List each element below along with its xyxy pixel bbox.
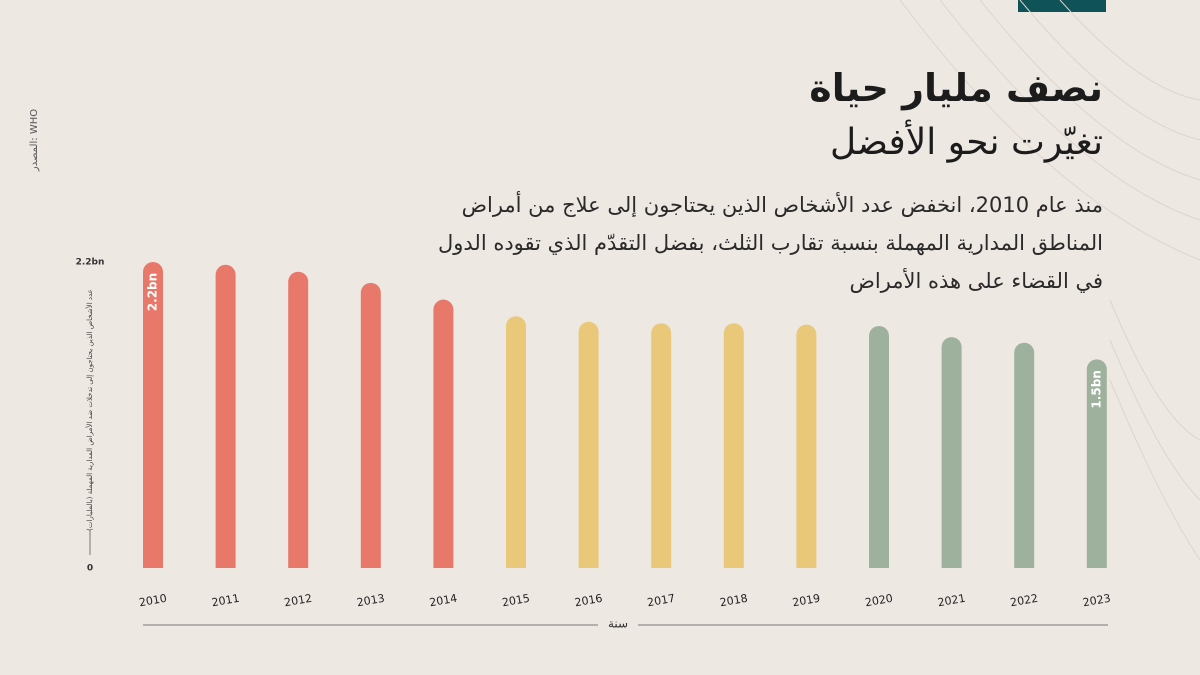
bar (1086, 359, 1107, 568)
x-label-bg (598, 612, 638, 638)
x-tick-label: 2013 (356, 592, 386, 610)
value-label: 1.5bn (1089, 370, 1103, 408)
x-tick-label: 2021 (937, 592, 967, 610)
x-tick-label: 2019 (791, 592, 821, 610)
bar (578, 321, 599, 568)
title: نصف مليار حياة (809, 66, 1103, 110)
x-tick-label: 2022 (1009, 592, 1039, 610)
x-tick-label: 2018 (719, 592, 749, 610)
x-tick-label: 2017 (646, 592, 676, 610)
bar (941, 337, 962, 568)
decor-lines (899, 0, 1200, 561)
source: المصدر: WHO (29, 109, 40, 172)
x-tick-label: 2023 (1082, 592, 1112, 610)
x-tick-label: 2010 (138, 592, 168, 610)
bar (651, 323, 672, 568)
x-axis-label: سنة (608, 617, 628, 631)
bar (215, 264, 236, 568)
bar (433, 299, 454, 568)
bar (506, 316, 526, 568)
y-tick-label: 2.2bn (76, 258, 105, 268)
bar (288, 271, 309, 568)
x-tick-label: 2014 (428, 592, 458, 610)
x-tick-label: 2020 (864, 592, 894, 610)
bar (360, 282, 381, 568)
x-tick-label: 2011 (211, 592, 241, 610)
value-label: 2.2bn (146, 273, 160, 311)
decor-tab (1018, 0, 1106, 12)
subtitle: تغيّرت نحو الأفضل (830, 122, 1103, 163)
description: منذ عام 2010، انخفض عدد الأشخاص الذين يح… (438, 193, 1103, 293)
y-tick-label: 0 (87, 564, 93, 574)
bar (869, 325, 889, 568)
y-axis-label: عدد الأشخاص الذين يحتاجون إلى تدخلات ضد … (85, 289, 94, 531)
bar (1014, 342, 1035, 568)
x-tick-label: 2016 (574, 592, 604, 610)
x-tick-label: 2012 (283, 592, 313, 610)
bar (723, 323, 744, 568)
bar (143, 262, 163, 568)
bar (796, 324, 817, 568)
x-tick-label: 2015 (501, 592, 531, 610)
